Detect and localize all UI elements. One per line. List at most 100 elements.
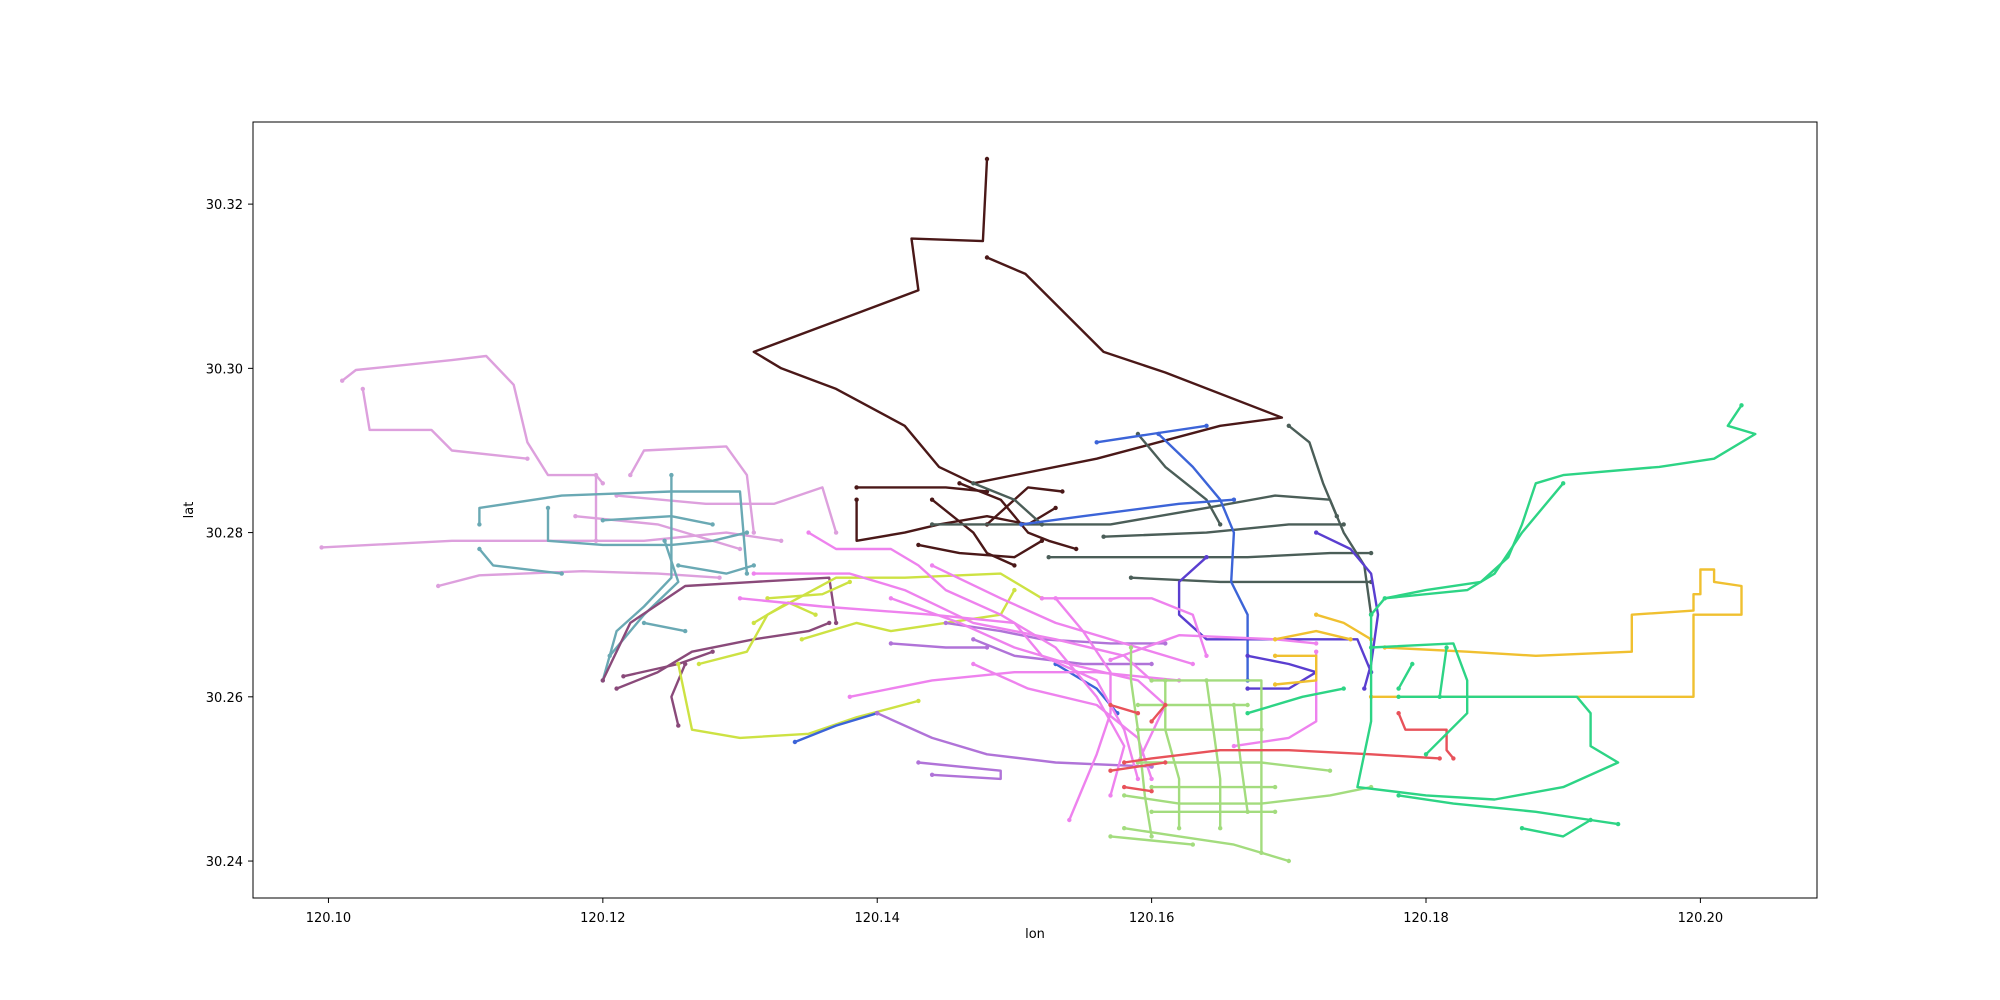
series-13-track-7	[1397, 662, 1414, 690]
series-10-track-8-end-1	[1218, 826, 1223, 831]
x-axis-label: lon	[1025, 927, 1045, 942]
series-2-track-3-end-0	[621, 674, 626, 679]
series-8-track-4-end-1	[984, 645, 990, 650]
series-8-track-1-end-0	[875, 711, 880, 716]
series-9-track-2	[807, 531, 1126, 797]
series-3-track-4-end-1	[813, 612, 818, 617]
series-1-track-5-end-1	[683, 628, 688, 634]
series-9-track-3-end-0	[888, 596, 894, 601]
series-4-track-2-end-0	[854, 485, 859, 490]
series-11-track-0	[1122, 749, 1441, 764]
series-9-track-4	[848, 671, 1181, 698]
series-1-track-1-end-0	[477, 522, 482, 527]
series-3-track-3	[800, 588, 1016, 641]
series-4-track-0-end-0	[984, 156, 990, 162]
series-0-track-3-end-0	[360, 386, 365, 392]
series-10-track-10-end-1	[1286, 858, 1292, 864]
series-10-track-10-end-0	[1122, 826, 1127, 831]
series-13-track-0-end-1	[1396, 694, 1401, 699]
series-5-track-5-end-0	[1286, 423, 1292, 428]
series-4-track-0	[752, 157, 1284, 485]
series-7-track-1-end-0	[1314, 530, 1319, 535]
series-5-track-3	[1129, 576, 1373, 584]
series-13-track-4	[1397, 794, 1620, 826]
series-3-track-0-end-1	[916, 698, 921, 704]
x-tick-label: 120.18	[1403, 911, 1449, 926]
series-layer	[319, 156, 1757, 864]
series-12-track-0	[1369, 568, 1743, 698]
y-axis: 30.24 30.26 30.28 30.30 30.32	[206, 198, 253, 870]
series-6-track-2	[1095, 424, 1208, 444]
x-tick-label: 120.16	[1129, 911, 1175, 926]
series-13-track-8	[1438, 646, 1448, 698]
x-tick-label: 120.20	[1678, 911, 1724, 926]
series-1-track-0-end-0	[477, 546, 482, 552]
series-9-track-1-end-0	[737, 596, 743, 601]
series-11-track-0-end-1	[1437, 756, 1442, 761]
series-7-track-2-end-1	[1245, 686, 1250, 691]
series-4-track-1-end-0	[854, 497, 859, 502]
plot-frame	[252, 121, 1818, 899]
series-9-track-6-end-0	[1108, 657, 1113, 663]
series-0-track-3	[361, 387, 529, 460]
series-11-track-3-end-0	[1149, 719, 1154, 724]
series-11	[1108, 702, 1456, 794]
series-5-track-4-end-1	[1218, 522, 1223, 527]
series-2-track-1-end-1	[833, 620, 839, 626]
series-9-track-5-end-1	[1204, 653, 1209, 658]
series-0-track-7-end-0	[573, 514, 578, 519]
series-10-track-6-end-0	[1149, 809, 1154, 814]
series-11-track-1-end-1	[1451, 756, 1456, 761]
series-5-track-0	[930, 494, 1373, 616]
series-9-track-8-end-0	[1053, 596, 1058, 601]
series-1-track-4-end-0	[662, 538, 667, 543]
series-5-track-3-end-0	[1128, 575, 1134, 580]
series-13-track-6-end-1	[1341, 686, 1346, 691]
series-4-track-4	[917, 539, 1044, 559]
series-11-track-3	[1150, 703, 1167, 723]
series-4-track-6	[985, 486, 1064, 526]
series-0-track-7-end-1	[737, 546, 743, 552]
series-13-track-6-end-0	[1245, 711, 1250, 716]
series-1-track-0-end-1	[559, 571, 564, 576]
series-5-track-6	[972, 482, 1044, 526]
series-10-track-10	[1122, 827, 1291, 863]
series-3-track-0	[677, 662, 920, 740]
series-9-track-5-end-0	[1039, 596, 1045, 601]
series-8-track-0-end-1	[929, 772, 935, 777]
series-10-track-5-end-1	[1272, 784, 1278, 790]
x-tick-label: 120.12	[580, 911, 626, 926]
series-13-track-7-end-1	[1410, 661, 1415, 667]
series-13-track-1-end-0	[1368, 612, 1374, 617]
series-0-track-4-end-1	[593, 538, 599, 543]
series-0-track-2	[341, 354, 604, 485]
series-4-track-5	[958, 482, 1078, 551]
series-9-track-0-end-0	[751, 571, 756, 576]
series-9-track-1-end-1	[1135, 776, 1141, 782]
series-8-track-0	[917, 761, 1002, 781]
series-1-track-4	[608, 539, 680, 657]
series-1-track-2	[546, 506, 749, 547]
series-4	[752, 156, 1284, 568]
series-11-track-2-end-1	[1163, 760, 1168, 765]
series-8-track-4-end-0	[888, 641, 894, 646]
series-9-track-8-end-1	[1067, 817, 1072, 823]
y-tick-label: 30.26	[206, 691, 243, 706]
series-10-track-9	[1232, 703, 1249, 813]
series-12-track-1-end-0	[1314, 612, 1319, 617]
series-3-track-4-end-0	[751, 620, 756, 626]
series-9-track-9-end-1	[1149, 776, 1154, 782]
series-0-track-1	[437, 570, 721, 588]
series-10-track-2-end-1	[1245, 702, 1250, 708]
series-4-track-5-end-1	[1074, 546, 1079, 552]
series-9-track-7-end-1	[1231, 743, 1237, 749]
series-0-track-6-end-1	[751, 530, 756, 535]
x-axis: 120.10 120.12 120.14 120.16 120.18 120.20	[306, 898, 1723, 926]
series-10-track-12	[1109, 835, 1195, 846]
series-1-track-7	[677, 564, 755, 575]
series-7-track-0	[1177, 556, 1373, 674]
series-1-track-5	[642, 621, 687, 633]
series-0-track-0-end-1	[779, 538, 784, 543]
series-3-track-2	[766, 580, 851, 600]
series-0-track-2-end-1	[600, 481, 605, 486]
